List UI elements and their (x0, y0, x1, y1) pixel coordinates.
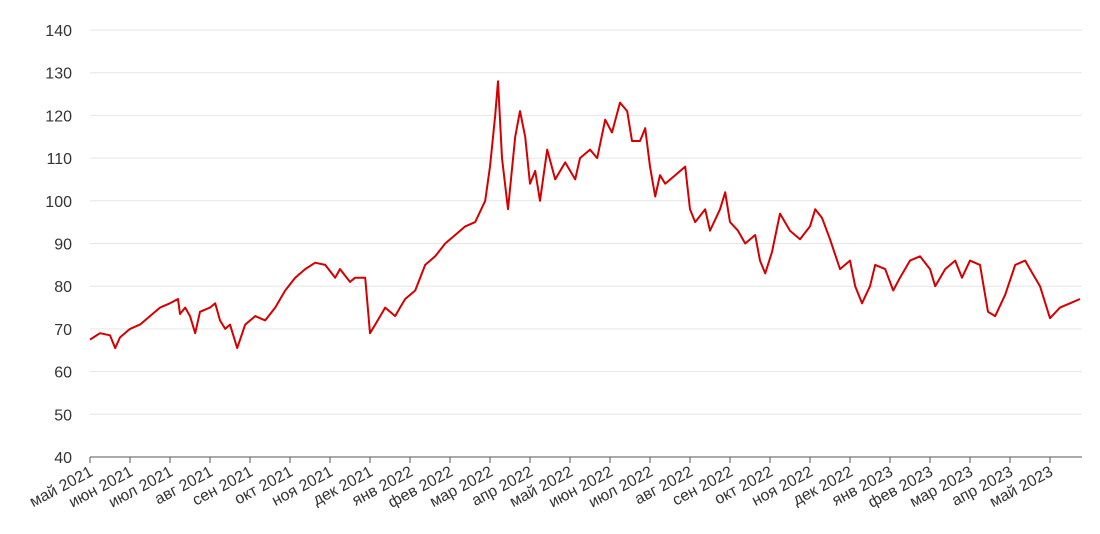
y-tick-label: 90 (54, 237, 72, 254)
y-tick-label: 100 (45, 194, 72, 211)
price-line (89, 80, 1081, 350)
y-tick-label: 50 (54, 407, 72, 424)
y-tick-label: 60 (54, 365, 72, 382)
y-tick-label: 70 (54, 322, 72, 339)
y-tick-label: 140 (45, 23, 72, 40)
y-tick-label: 130 (45, 66, 72, 83)
y-tick-label: 120 (45, 108, 72, 125)
y-tick-label: 40 (54, 450, 72, 467)
y-tick-label: 110 (46, 151, 72, 168)
y-tick-label: 80 (54, 279, 72, 296)
